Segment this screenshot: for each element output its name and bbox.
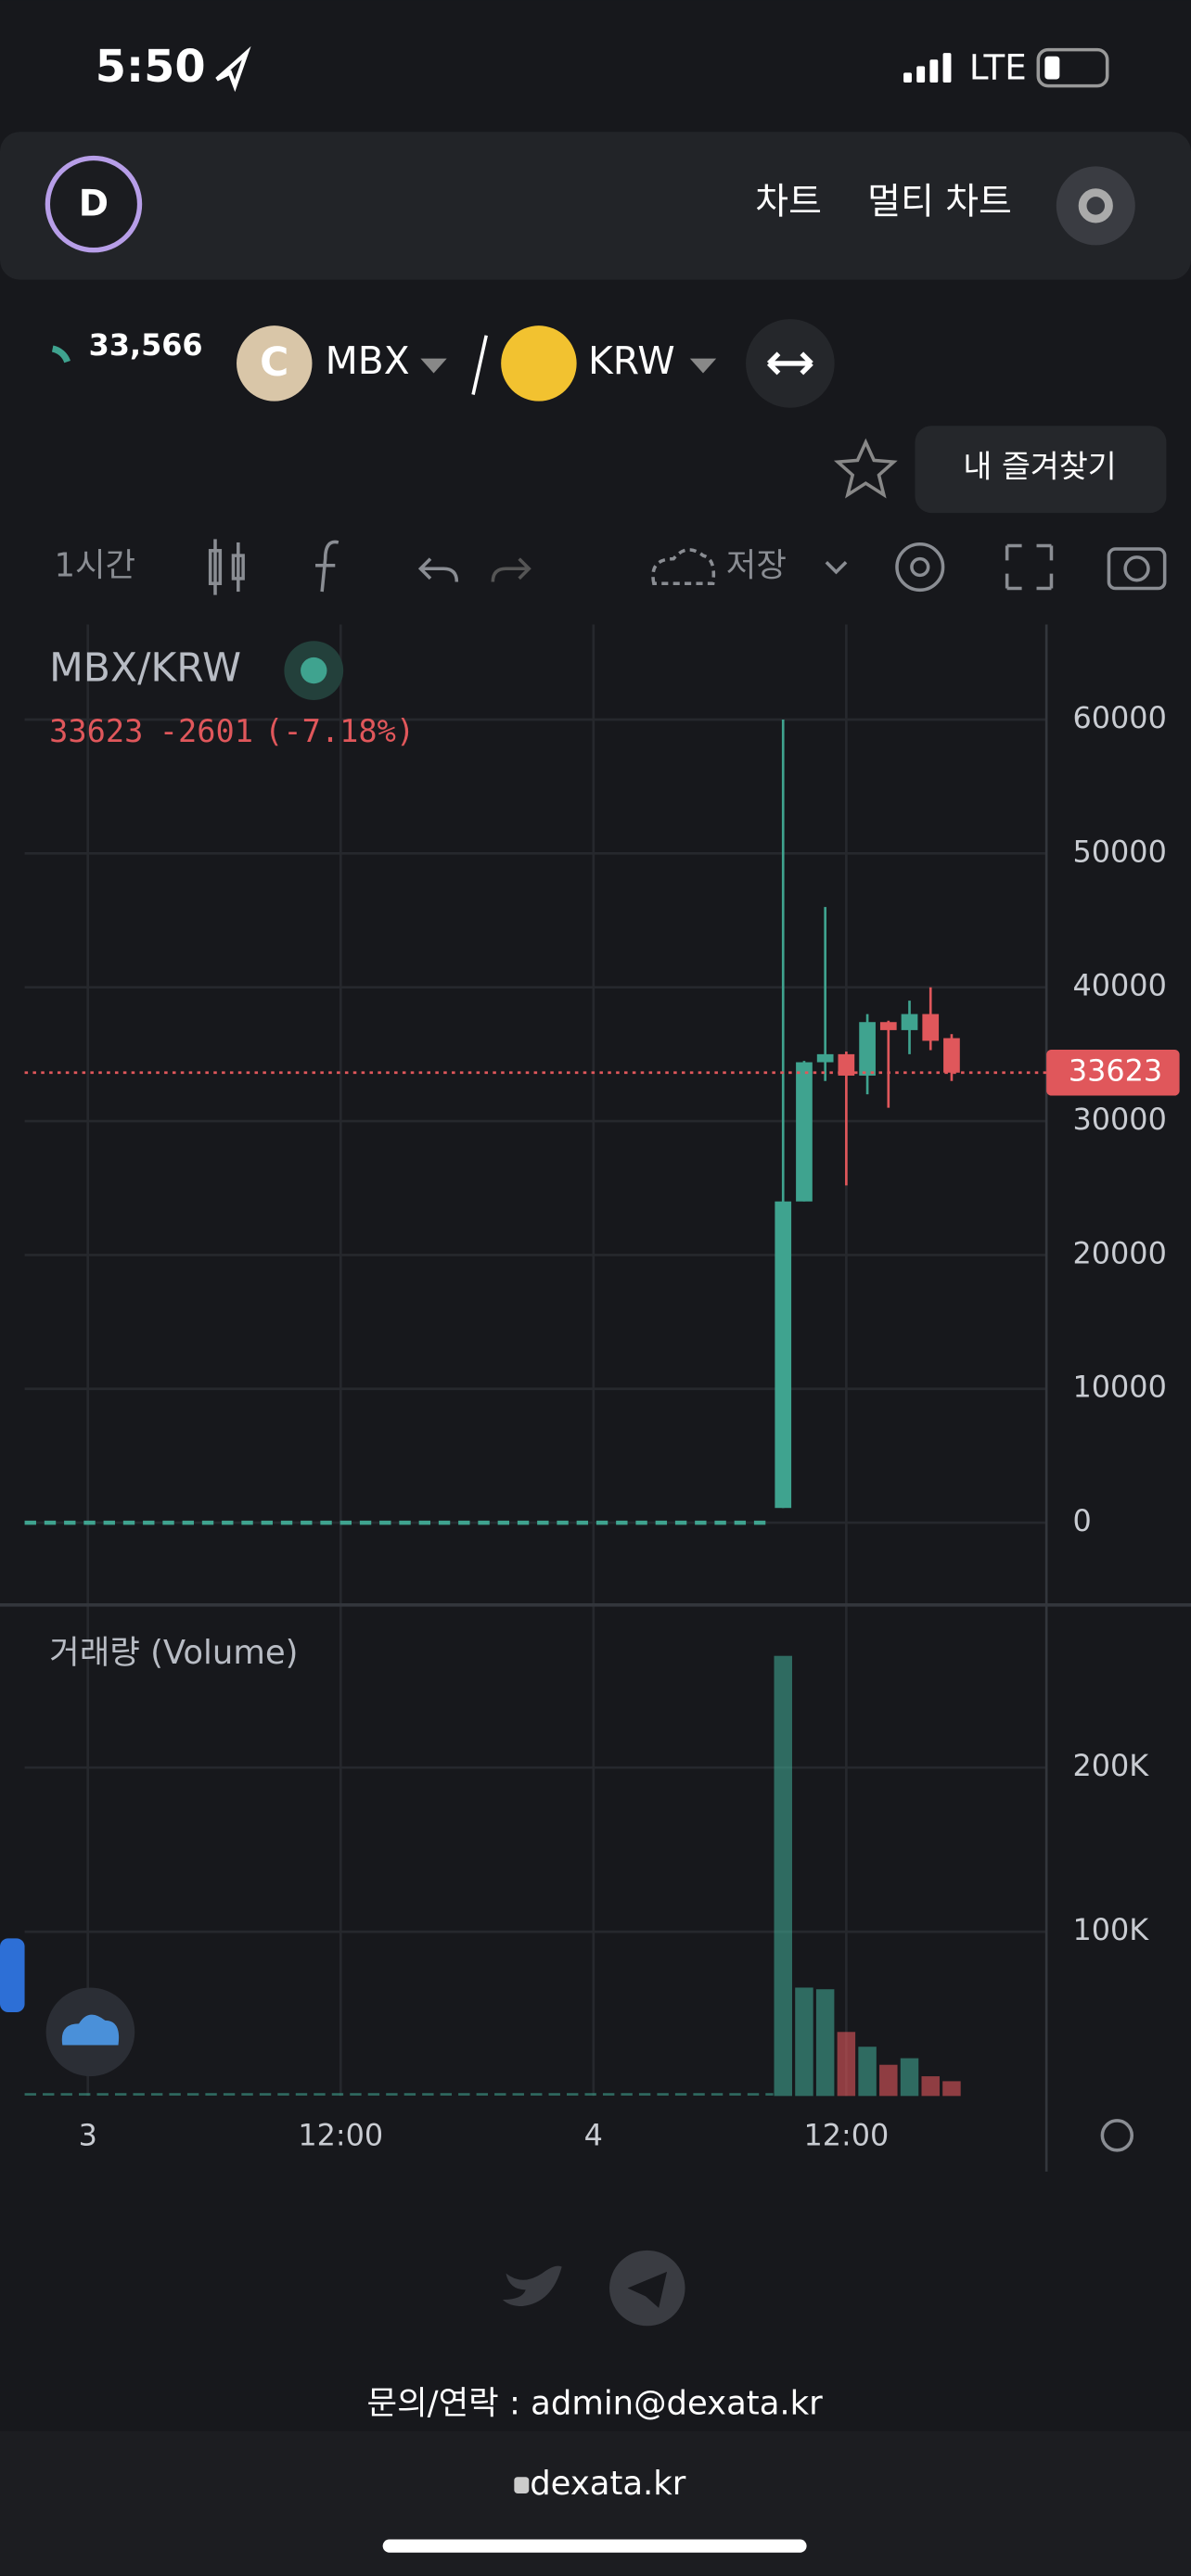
base-symbol[interactable]: MBX <box>326 338 410 383</box>
pair-separator <box>471 335 488 395</box>
header-bar <box>0 132 1191 280</box>
y-tick-label: 60000 <box>1072 700 1166 735</box>
signal-icon <box>903 53 952 83</box>
network-label: LTE <box>969 46 1027 87</box>
save-button[interactable]: 저장 <box>726 547 787 585</box>
volume-bar <box>815 1989 835 2097</box>
y-tick-label: 30000 <box>1072 1102 1166 1137</box>
browser-bar <box>0 2430 1191 2576</box>
volume-bar <box>774 1655 792 2097</box>
y-tick-label: 100K <box>1072 1912 1149 1947</box>
x-tick-label: 12:00 <box>803 2118 889 2153</box>
price-gauge <box>51 345 70 363</box>
y-tick-label: 40000 <box>1072 968 1166 1003</box>
y-tick-label: 20000 <box>1072 1235 1166 1270</box>
quote-symbol[interactable]: KRW <box>588 338 675 383</box>
quote-coin-icon <box>501 325 577 402</box>
chart-title: MBX/KRW <box>49 646 241 692</box>
theme-toggle[interactable] <box>1100 2119 1134 2152</box>
grid: 3 12:00 4 12:00 0 10000 20000 30000 40000 50000 60… <box>24 624 1167 2153</box>
legend-change-pct: (-7.18%) <box>264 713 415 749</box>
dropdown-caret[interactable] <box>420 358 447 374</box>
x-tick-label: 3 <box>79 2118 97 2153</box>
telegram-plane <box>627 2271 668 2308</box>
candle-body <box>796 1062 813 1202</box>
candle-body <box>775 1201 792 1509</box>
coin-symbol: C <box>260 340 288 386</box>
favorites-label: 내 즐겨찾기 <box>963 449 1116 485</box>
battery-level <box>1044 56 1060 80</box>
battery <box>1036 47 1109 88</box>
candle-body <box>859 1022 876 1076</box>
candle-body <box>816 1053 834 1063</box>
candle-body <box>943 1038 960 1073</box>
favorite-star[interactable] <box>833 438 898 499</box>
volume-bar <box>858 2047 877 2097</box>
interval-selector[interactable]: 1시간 <box>54 547 135 585</box>
x-tick-label: 12:00 <box>298 2118 383 2153</box>
contact-text: 문의/연락 : admin@dexata.kr <box>367 2384 824 2422</box>
candle-body <box>901 1014 918 1030</box>
favorites-button[interactable] <box>915 426 1167 514</box>
swap-icon <box>766 351 813 376</box>
x-tick-label: 4 <box>584 2118 603 2153</box>
lock-icon <box>514 2477 530 2493</box>
volume-bar <box>942 2081 961 2097</box>
y-tick-label: 50000 <box>1072 834 1166 869</box>
toolbar-icons <box>208 539 1167 595</box>
logo[interactable] <box>45 155 143 253</box>
status-dot <box>301 657 327 684</box>
settings-button[interactable] <box>1056 166 1135 246</box>
twitter-icon[interactable] <box>502 2265 562 2307</box>
candle-body <box>922 1014 940 1041</box>
legend-change: -2601 <box>160 713 253 749</box>
home-indicator <box>382 2539 807 2553</box>
logo-mark: D <box>79 183 109 224</box>
last-price-label: 33623 <box>1069 1053 1162 1089</box>
nav-link[interactable]: 차트 <box>755 182 822 223</box>
candle-body <box>879 1022 897 1030</box>
volume-bar <box>879 2064 898 2097</box>
volume-bar <box>900 2058 919 2097</box>
status-time: 5:50 <box>96 42 206 93</box>
side-tab[interactable] <box>0 1938 25 2013</box>
gear-icon <box>1078 188 1113 223</box>
volume-bar <box>837 2032 856 2097</box>
volume-title: 거래량 (Volume) <box>49 1634 298 1672</box>
url: dexata.kr <box>530 2465 686 2503</box>
y-tick-label: 0 <box>1072 1503 1091 1538</box>
volume-bar <box>795 1987 813 2097</box>
legend-last: 33623 <box>49 713 143 749</box>
pair-price: 33,566 <box>89 327 203 363</box>
plot: 33623 <box>24 719 1180 2097</box>
y-tick-label: 200K <box>1072 1748 1149 1783</box>
nav-link[interactable]: 멀티 차트 <box>867 182 1012 223</box>
cloud-icon <box>61 2014 120 2046</box>
candle-body <box>838 1053 855 1076</box>
last-price-badge <box>1046 1049 1180 1096</box>
y-tick-label: 10000 <box>1072 1370 1166 1405</box>
base-coin-icon <box>237 325 313 402</box>
dropdown-caret[interactable] <box>689 358 717 374</box>
location-icon <box>215 45 251 93</box>
volume-bar <box>921 2076 940 2097</box>
